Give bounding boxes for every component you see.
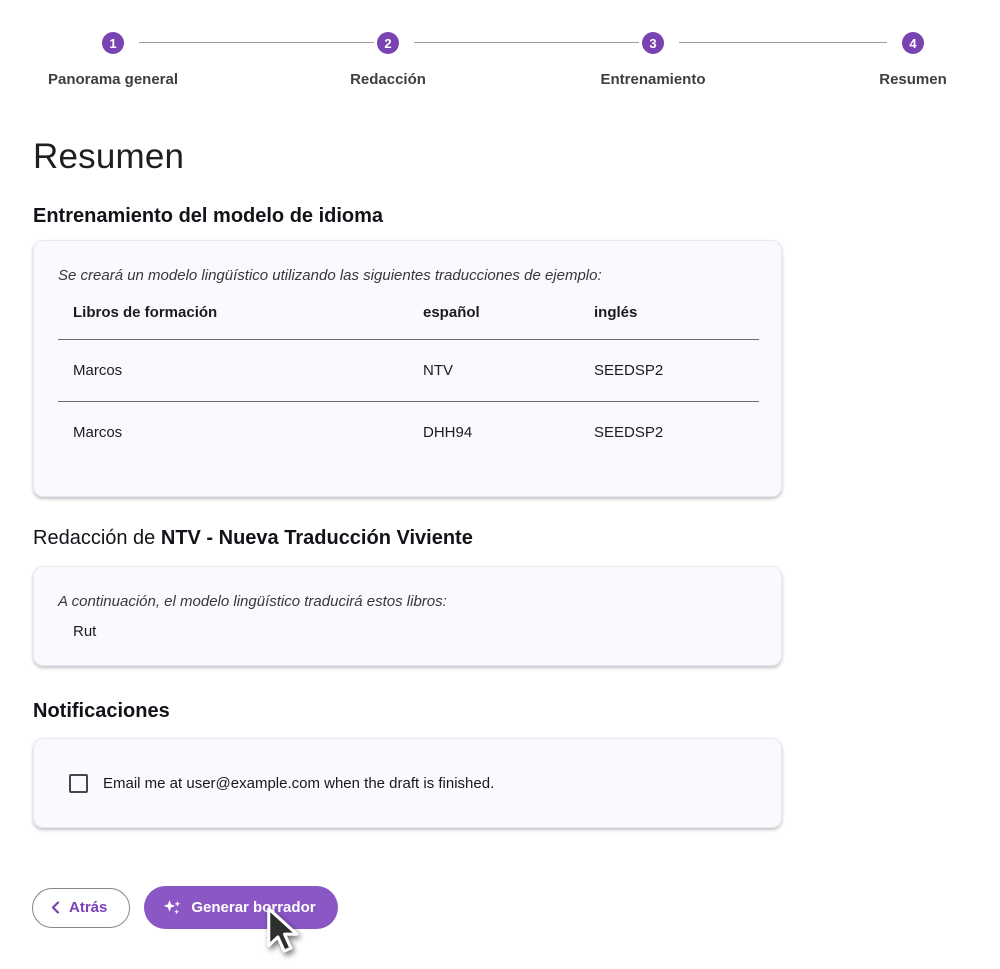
column-header-books: Libros de formación [58,304,408,340]
drafting-section-heading: Redacción de NTV - Nueva Traducción Vivi… [33,527,473,550]
table-header-row: Libros de formación español inglés [58,304,759,340]
email-notification-option: Email me at user@example.com when the dr… [69,739,494,827]
stepper-connector-2 [414,42,639,43]
training-books-table: Libros de formación español inglés Marco… [58,304,759,489]
training-card: Se creará un modelo lingüístico utilizan… [33,240,782,497]
step-circle-1[interactable]: 1 [102,32,124,54]
back-button-label: Atrás [69,899,108,916]
page-title: Resumen [33,137,185,176]
cell-english: SEEDSP2 [579,339,759,402]
step-circle-3[interactable]: 3 [642,32,664,54]
back-button[interactable]: Atrás [32,887,131,928]
chevron-left-icon [51,901,60,914]
cell-book: Marcos [58,339,408,402]
cell-english: SEEDSP2 [594,424,664,441]
drafting-heading-prefix: Redacción de [33,527,161,549]
stepper-connector-3 [679,42,887,43]
book-list-item: Rut [73,623,97,640]
column-header-english: inglés [579,304,759,340]
email-notification-label[interactable]: Email me at user@example.com when the dr… [103,774,495,792]
column-header-spanish: español [408,304,579,340]
stepper-connector-1 [139,42,374,43]
drafting-card: A continuación, el modelo lingüístico tr… [33,566,782,666]
step-circle-2[interactable]: 2 [377,32,399,54]
training-intro-text: Se creará un modelo lingüístico utilizan… [58,267,602,284]
step-label-entrenamiento[interactable]: Entrenamiento [600,71,706,88]
sparkle-icon [162,898,182,918]
step-circle-4[interactable]: 4 [902,32,924,54]
email-notification-checkbox[interactable] [69,773,88,793]
generate-draft-button[interactable]: Generar borrador [144,886,338,929]
cell-spanish: DHH94 [423,424,473,441]
notifications-card: Email me at user@example.com when the dr… [33,738,782,828]
cell-spanish: NTV [408,339,579,402]
wizard-stepper: 1 2 3 4 Panorama general Redacción Entre… [0,0,1000,100]
table-row: Marcos DHH94 SEEDSP2 [58,402,759,490]
training-section-heading: Entrenamiento del modelo de idioma [33,205,384,227]
wizard-actions: Atrás Generar borrador [32,886,338,929]
generate-button-label: Generar borrador [191,899,316,916]
cell-book: Marcos [73,424,123,441]
step-label-panorama-general[interactable]: Panorama general [47,71,179,88]
table-row: Marcos NTV SEEDSP2 [58,339,759,402]
drafting-heading-translation-name: NTV - Nueva Traducción Viviente [160,527,473,549]
step-label-resumen[interactable]: Resumen [879,71,947,88]
notifications-section-heading: Notificaciones [33,700,170,722]
drafting-intro-text: A continuación, el modelo lingüístico tr… [58,593,447,610]
step-label-redaccion[interactable]: Redacción [350,71,426,88]
